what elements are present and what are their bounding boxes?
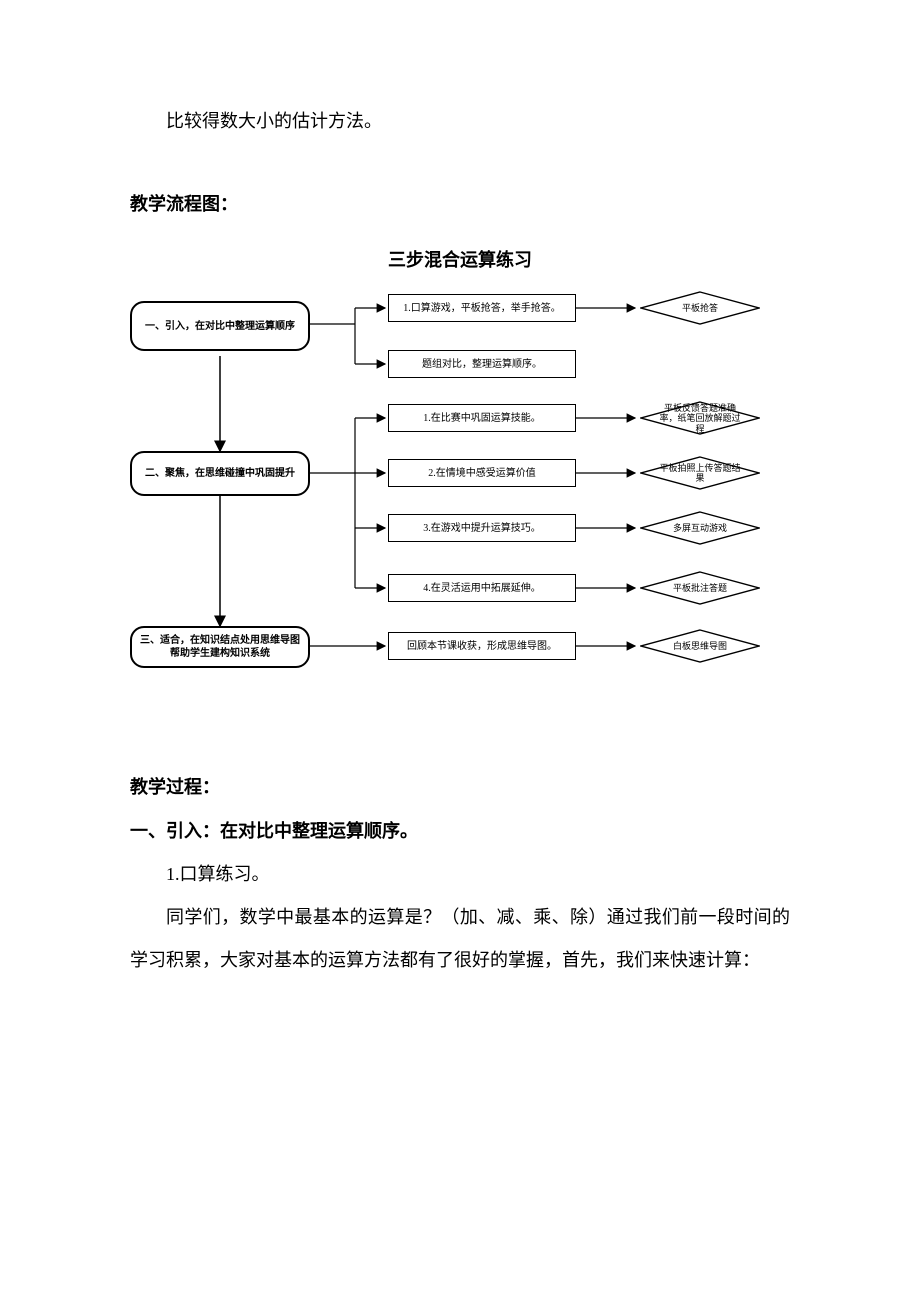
mid-node-7: 回顾本节课收获，形成思维导图。 [388, 632, 576, 660]
flowchart-title: 三步混合运算练习 [130, 246, 790, 272]
right-node-1-label: 平板抢答 [640, 291, 760, 325]
left-node-3: 三、适合，在知识结点处用思维导图帮助学生建构知识系统 [130, 626, 310, 668]
intro-text: 比较得数大小的估计方法。 [130, 100, 790, 143]
left-node-1: 一、引入，在对比中整理运算顺序 [130, 301, 310, 351]
paragraph-1: 同学们，数学中最基本的运算是？（加、减、乘、除）通过我们前一段时间的学习积累，大… [130, 896, 790, 982]
mid-node-5: 3.在游戏中提升运算技巧。 [388, 514, 576, 542]
mid-node-4: 2.在情境中感受运算价值 [388, 459, 576, 487]
spacer2 [130, 686, 790, 766]
right-node-3: 平板拍照上传答题结果 [640, 456, 760, 490]
right-node-6: 白板思维导图 [640, 629, 760, 663]
spacer [130, 143, 790, 183]
right-node-1: 平板抢答 [640, 291, 760, 325]
process-heading: 教学过程： [130, 766, 790, 809]
section1-title: 一、引入：在对比中整理运算顺序。 [130, 810, 790, 853]
left-node-2: 二、聚焦，在思维碰撞中巩固提升 [130, 451, 310, 496]
section1-item: 1.口算练习。 [130, 853, 790, 896]
right-node-4-label: 多屏互动游戏 [640, 511, 760, 545]
document-page: 比较得数大小的估计方法。 教学流程图： 三步混合运算练习 [0, 0, 920, 1062]
right-node-5-label: 平板批注答题 [640, 571, 760, 605]
right-node-6-label: 白板思维导图 [640, 629, 760, 663]
flow-heading: 教学流程图： [130, 183, 790, 226]
flowchart: 三步混合运算练习 [130, 246, 790, 686]
mid-node-2: 题组对比，整理运算顺序。 [388, 350, 576, 378]
mid-node-6: 4.在灵活运用中拓展延伸。 [388, 574, 576, 602]
right-node-4: 多屏互动游戏 [640, 511, 760, 545]
right-node-2: 平板反馈答题准确率，纸笔回放解题过程 [640, 401, 760, 435]
mid-node-3: 1.在比赛中巩固运算技能。 [388, 404, 576, 432]
mid-node-1: 1.口算游戏，平板抢答，举手抢答。 [388, 294, 576, 322]
right-node-5: 平板批注答题 [640, 571, 760, 605]
right-node-2-label: 平板反馈答题准确率，纸笔回放解题过程 [640, 401, 760, 435]
right-node-3-label: 平板拍照上传答题结果 [640, 456, 760, 490]
